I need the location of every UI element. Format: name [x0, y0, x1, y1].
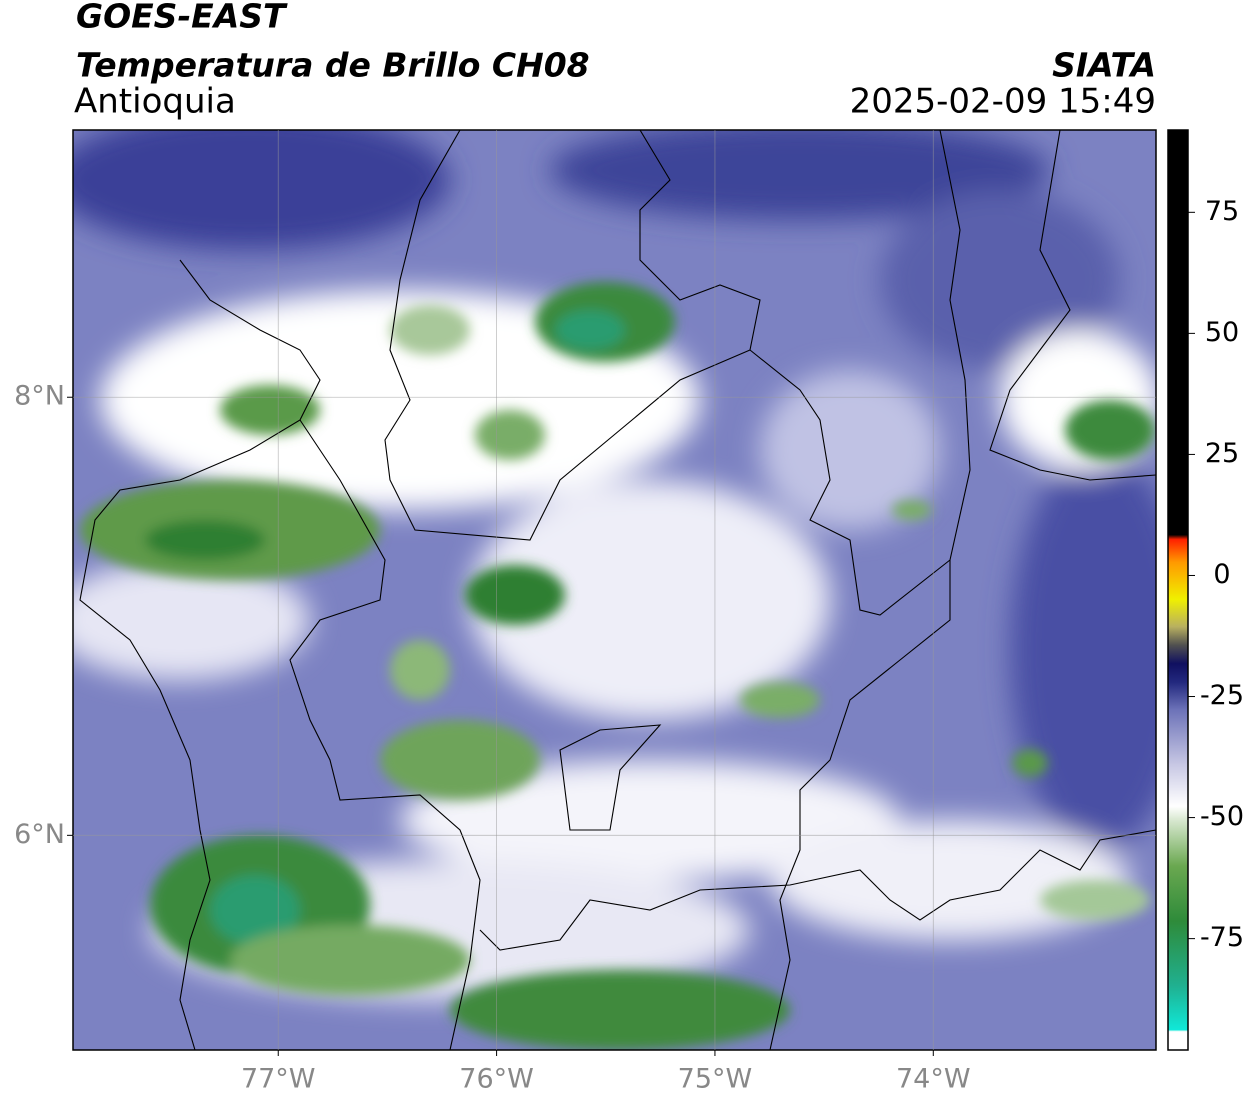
- satellite-image: [73, 130, 1156, 1050]
- colorbar: [1167, 129, 1189, 1051]
- x-tick-label: 75°W: [678, 1064, 753, 1095]
- region: Antioquia: [74, 82, 236, 122]
- colorbar-tick-label: -75: [1200, 922, 1244, 953]
- colorbar-tick-label: -25: [1200, 680, 1244, 711]
- x-tick-label: 77°W: [241, 1064, 316, 1095]
- title: GOES-EAST: [76, 0, 288, 36]
- colorbar-tick-label: -50: [1200, 801, 1244, 832]
- borders: [79, 130, 1156, 1050]
- colorbar-tick-label: 0: [1213, 559, 1230, 590]
- datetime: 2025-02-09 15:49: [850, 82, 1156, 122]
- colorbar-tick-label: 25: [1205, 438, 1239, 469]
- colorbar-tick-label: 50: [1205, 317, 1239, 348]
- y-tick-label: 8°N: [14, 381, 65, 412]
- x-tick-label: 74°W: [896, 1064, 971, 1095]
- subtitle: Temperatura de Brillo CH08: [76, 46, 590, 85]
- y-tick-label: 6°N: [14, 819, 65, 850]
- x-tick-label: 76°W: [459, 1064, 534, 1095]
- source: SIATA: [1052, 46, 1156, 85]
- map-frame: [72, 129, 1157, 1051]
- colorbar-tick-label: 75: [1205, 196, 1239, 227]
